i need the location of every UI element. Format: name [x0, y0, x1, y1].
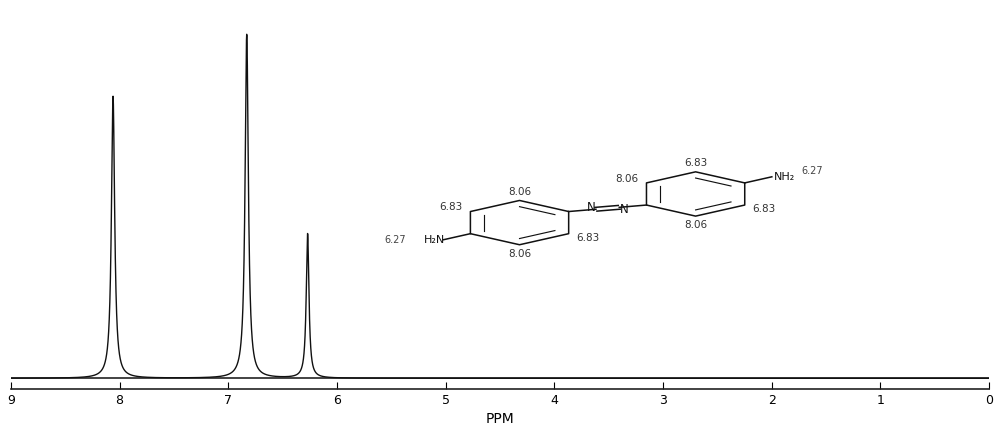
Text: 8.06: 8.06 [508, 249, 531, 259]
Text: H₂N: H₂N [424, 235, 445, 245]
Text: N: N [587, 201, 595, 214]
Text: 6.27: 6.27 [801, 166, 823, 176]
Text: 6.27: 6.27 [384, 235, 406, 245]
X-axis label: PPM: PPM [486, 412, 514, 426]
Text: 8.06: 8.06 [508, 187, 531, 197]
Text: NH₂: NH₂ [774, 172, 795, 182]
Text: N: N [620, 203, 629, 216]
Text: 6.83: 6.83 [684, 158, 707, 168]
Text: 8.06: 8.06 [615, 174, 639, 184]
Text: 6.83: 6.83 [753, 204, 776, 214]
Text: 6.83: 6.83 [577, 233, 600, 243]
Text: 6.83: 6.83 [439, 202, 463, 212]
Text: 8.06: 8.06 [684, 220, 707, 230]
